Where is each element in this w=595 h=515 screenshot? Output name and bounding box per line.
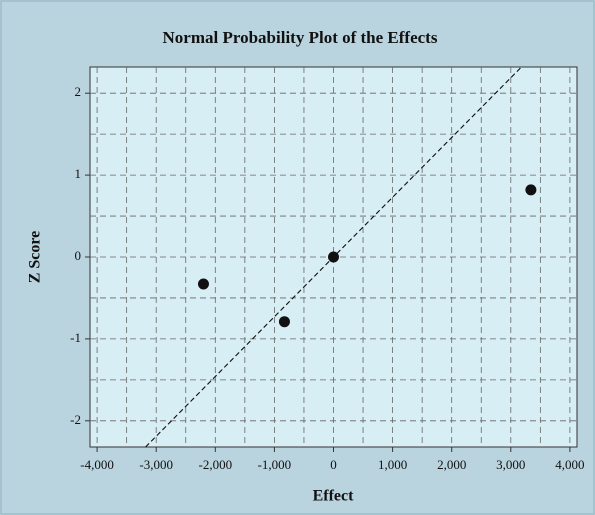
y-axis-label: Z Score xyxy=(27,231,44,284)
chart-title: Normal Probability Plot of the Effects xyxy=(163,28,438,47)
y-tick-label: -1 xyxy=(70,330,81,345)
y-tick-label: 2 xyxy=(75,84,82,99)
x-axis-label: Effect xyxy=(313,488,355,505)
data-point xyxy=(197,278,209,290)
x-tick-label: 0 xyxy=(330,457,337,472)
data-point xyxy=(328,251,339,263)
x-tick-label: -4,000 xyxy=(80,457,114,472)
x-tick-label: -1,000 xyxy=(258,457,292,472)
y-tick-label: 0 xyxy=(75,248,82,263)
x-tick-label: 2,000 xyxy=(437,457,466,472)
x-tick-label: 4,000 xyxy=(555,457,584,472)
x-tick-label: 3,000 xyxy=(496,457,525,472)
y-tick-label: -2 xyxy=(70,412,81,427)
data-point xyxy=(278,316,290,328)
y-tick-label: 1 xyxy=(75,166,82,181)
x-tick-label: -2,000 xyxy=(198,457,232,472)
data-point xyxy=(525,184,537,196)
x-tick-label: -3,000 xyxy=(139,457,173,472)
x-tick-label: 1,000 xyxy=(378,457,407,472)
